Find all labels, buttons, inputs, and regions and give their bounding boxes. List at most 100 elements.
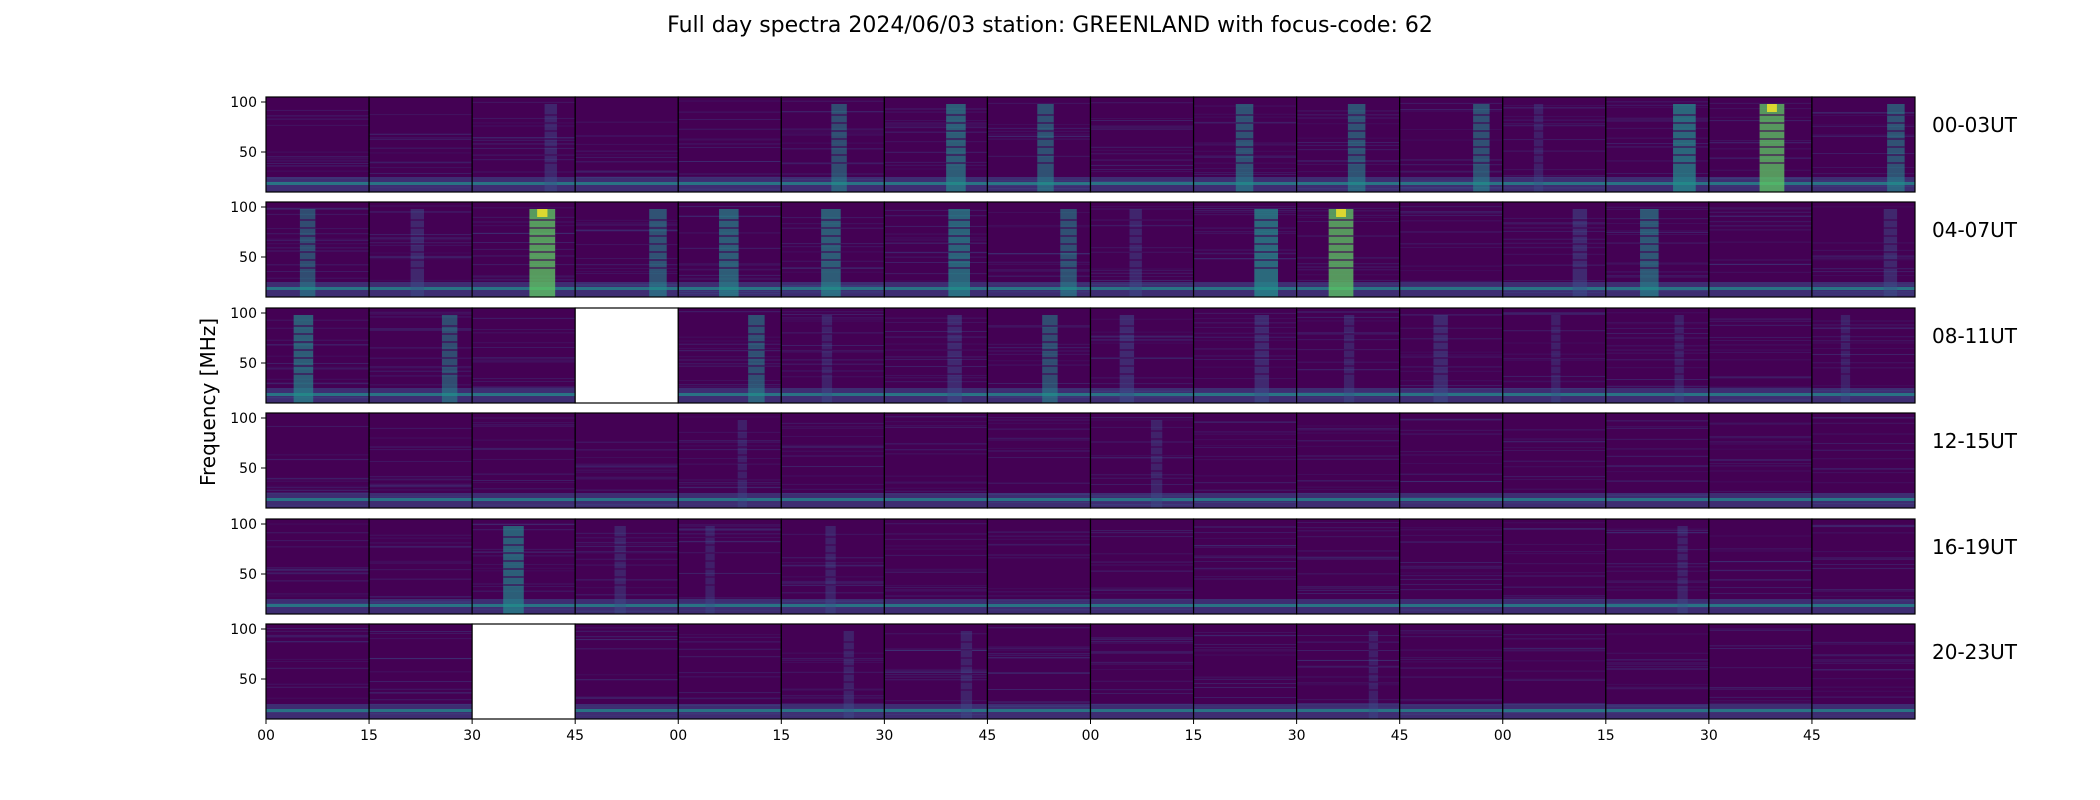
- interference-line: [1090, 651, 1194, 653]
- missing-panel: [574, 307, 679, 404]
- interference-line: [1811, 347, 1915, 349]
- interference-line: [472, 458, 576, 460]
- low-frequency-line: [472, 393, 576, 396]
- interference-line: [266, 118, 370, 120]
- interference-line: [1296, 474, 1400, 476]
- interference-line: [472, 317, 576, 319]
- interference-line: [1193, 421, 1297, 423]
- interference-line: [1605, 480, 1709, 482]
- interference-line: [1811, 595, 1915, 597]
- interference-line: [678, 100, 782, 102]
- interference-line: [575, 594, 679, 596]
- interference-line: [472, 482, 576, 484]
- panel-background: [1090, 413, 1194, 508]
- burst-striation: [948, 219, 971, 221]
- interference-line: [1502, 575, 1606, 577]
- interference-line: [987, 347, 1091, 349]
- burst-striation: [544, 138, 557, 140]
- interference-line: [884, 523, 988, 525]
- interference-line: [1708, 220, 1812, 222]
- interference-line: [1296, 573, 1400, 575]
- interference-line: [678, 552, 782, 554]
- interference-line: [1296, 445, 1400, 447]
- interference-line: [987, 701, 1091, 703]
- x-tick-label: 15: [360, 728, 378, 744]
- burst-striation: [1254, 349, 1269, 351]
- burst-striation: [825, 584, 836, 586]
- burst-striation: [1235, 146, 1254, 148]
- interference-line: [1193, 439, 1297, 441]
- interference-line: [472, 279, 576, 281]
- burst-striation: [947, 349, 962, 351]
- interference-line: [678, 440, 782, 442]
- low-frequency-line: [266, 393, 370, 396]
- interference-line: [1708, 667, 1812, 669]
- interference-line: [1708, 271, 1812, 273]
- spectrogram-panel: [1811, 96, 1916, 193]
- panel-background: [987, 308, 1091, 403]
- burst-striation: [503, 560, 524, 562]
- burst-striation: [1433, 325, 1448, 327]
- interference-line: [575, 541, 679, 543]
- burst-striation: [1677, 584, 1688, 586]
- low-frequency-line: [1502, 498, 1606, 501]
- interference-line: [1193, 545, 1297, 547]
- interference-line: [884, 120, 988, 122]
- spectrogram-panel: [574, 307, 679, 404]
- spectrogram-panel: [1192, 96, 1298, 193]
- burst-striation: [948, 235, 971, 237]
- interference-line: [472, 473, 576, 475]
- interference-line: [1605, 633, 1709, 635]
- interference-line: [1296, 429, 1400, 431]
- interference-line: [266, 686, 370, 688]
- interference-line: [987, 428, 1091, 430]
- interference-line: [1090, 530, 1194, 532]
- burst-striation: [1640, 227, 1659, 229]
- burst-striation: [293, 341, 314, 343]
- panel-background: [781, 519, 885, 614]
- interference-line: [369, 596, 473, 598]
- interference-line: [1502, 586, 1606, 588]
- spectrogram-panel: [677, 96, 782, 193]
- interference-line: [987, 428, 1091, 430]
- interference-line: [781, 349, 885, 351]
- burst-striation: [1235, 122, 1254, 124]
- burst-striation: [614, 536, 626, 538]
- interference-line: [987, 419, 1091, 421]
- interference-line: [369, 133, 473, 135]
- panel-background: [884, 308, 988, 403]
- interference-line: [987, 347, 1091, 349]
- interference-line: [987, 588, 1091, 590]
- low-frequency-line: [1193, 287, 1297, 290]
- interference-line: [1090, 128, 1194, 130]
- interference-line: [1708, 221, 1812, 223]
- burst-striation: [1328, 259, 1354, 261]
- interference-line: [1193, 257, 1297, 259]
- burst-striation: [946, 130, 966, 132]
- spectrogram-panel: [1296, 623, 1401, 720]
- interference-line: [1399, 170, 1503, 172]
- interference-line: [1399, 314, 1503, 316]
- interference-line: [1090, 102, 1194, 104]
- interference-line: [1193, 532, 1297, 534]
- panel-background: [781, 413, 885, 508]
- burst-striation: [544, 154, 557, 156]
- burst-striation: [831, 138, 847, 140]
- interference-line: [1502, 380, 1606, 382]
- panel-background: [1296, 413, 1400, 508]
- panel-background: [1193, 202, 1297, 297]
- low-frequency-line: [884, 182, 988, 185]
- panel-background: [884, 97, 988, 192]
- interference-line: [1502, 466, 1606, 468]
- interference-line: [1502, 478, 1606, 480]
- interference-line: [1811, 336, 1915, 338]
- interference-line: [1399, 385, 1503, 387]
- interference-line: [884, 481, 988, 483]
- interference-line: [369, 316, 473, 318]
- burst-striation: [649, 243, 667, 245]
- burst-striation: [1328, 267, 1354, 269]
- burst-striation: [1119, 365, 1135, 367]
- burst-striation: [1254, 365, 1269, 367]
- panel-background: [575, 624, 679, 719]
